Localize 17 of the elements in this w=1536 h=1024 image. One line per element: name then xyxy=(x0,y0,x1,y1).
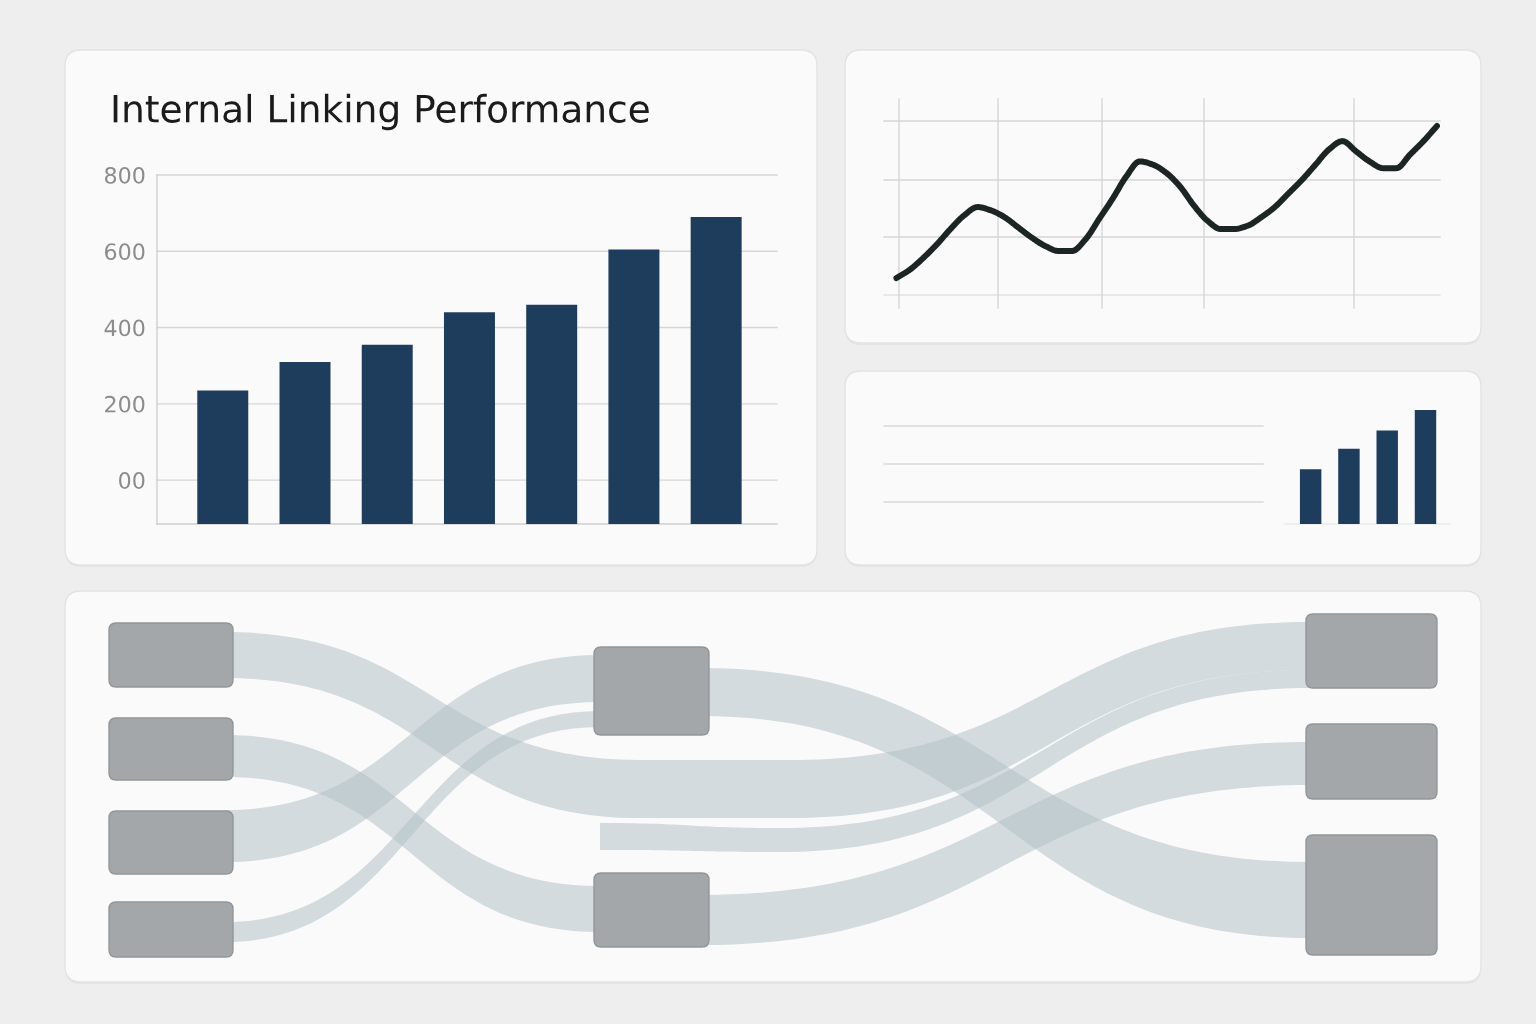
bar xyxy=(1338,448,1360,524)
bar xyxy=(197,390,249,524)
y-tick-label: 00 xyxy=(119,472,145,489)
bar xyxy=(1376,430,1398,524)
chart-title: Internal Linking Performance xyxy=(113,93,649,131)
bar xyxy=(1299,469,1322,524)
y-tick-label: 200 xyxy=(105,395,145,413)
bar xyxy=(361,344,413,524)
bar xyxy=(526,304,578,524)
bar xyxy=(1414,410,1437,524)
bar xyxy=(443,312,495,524)
y-tick-label: 600 xyxy=(105,243,145,261)
bar xyxy=(690,216,742,524)
bar xyxy=(279,361,331,524)
bar xyxy=(608,249,660,524)
y-tick-label: 800 xyxy=(104,166,145,184)
y-tick-label: 400 xyxy=(104,319,145,337)
